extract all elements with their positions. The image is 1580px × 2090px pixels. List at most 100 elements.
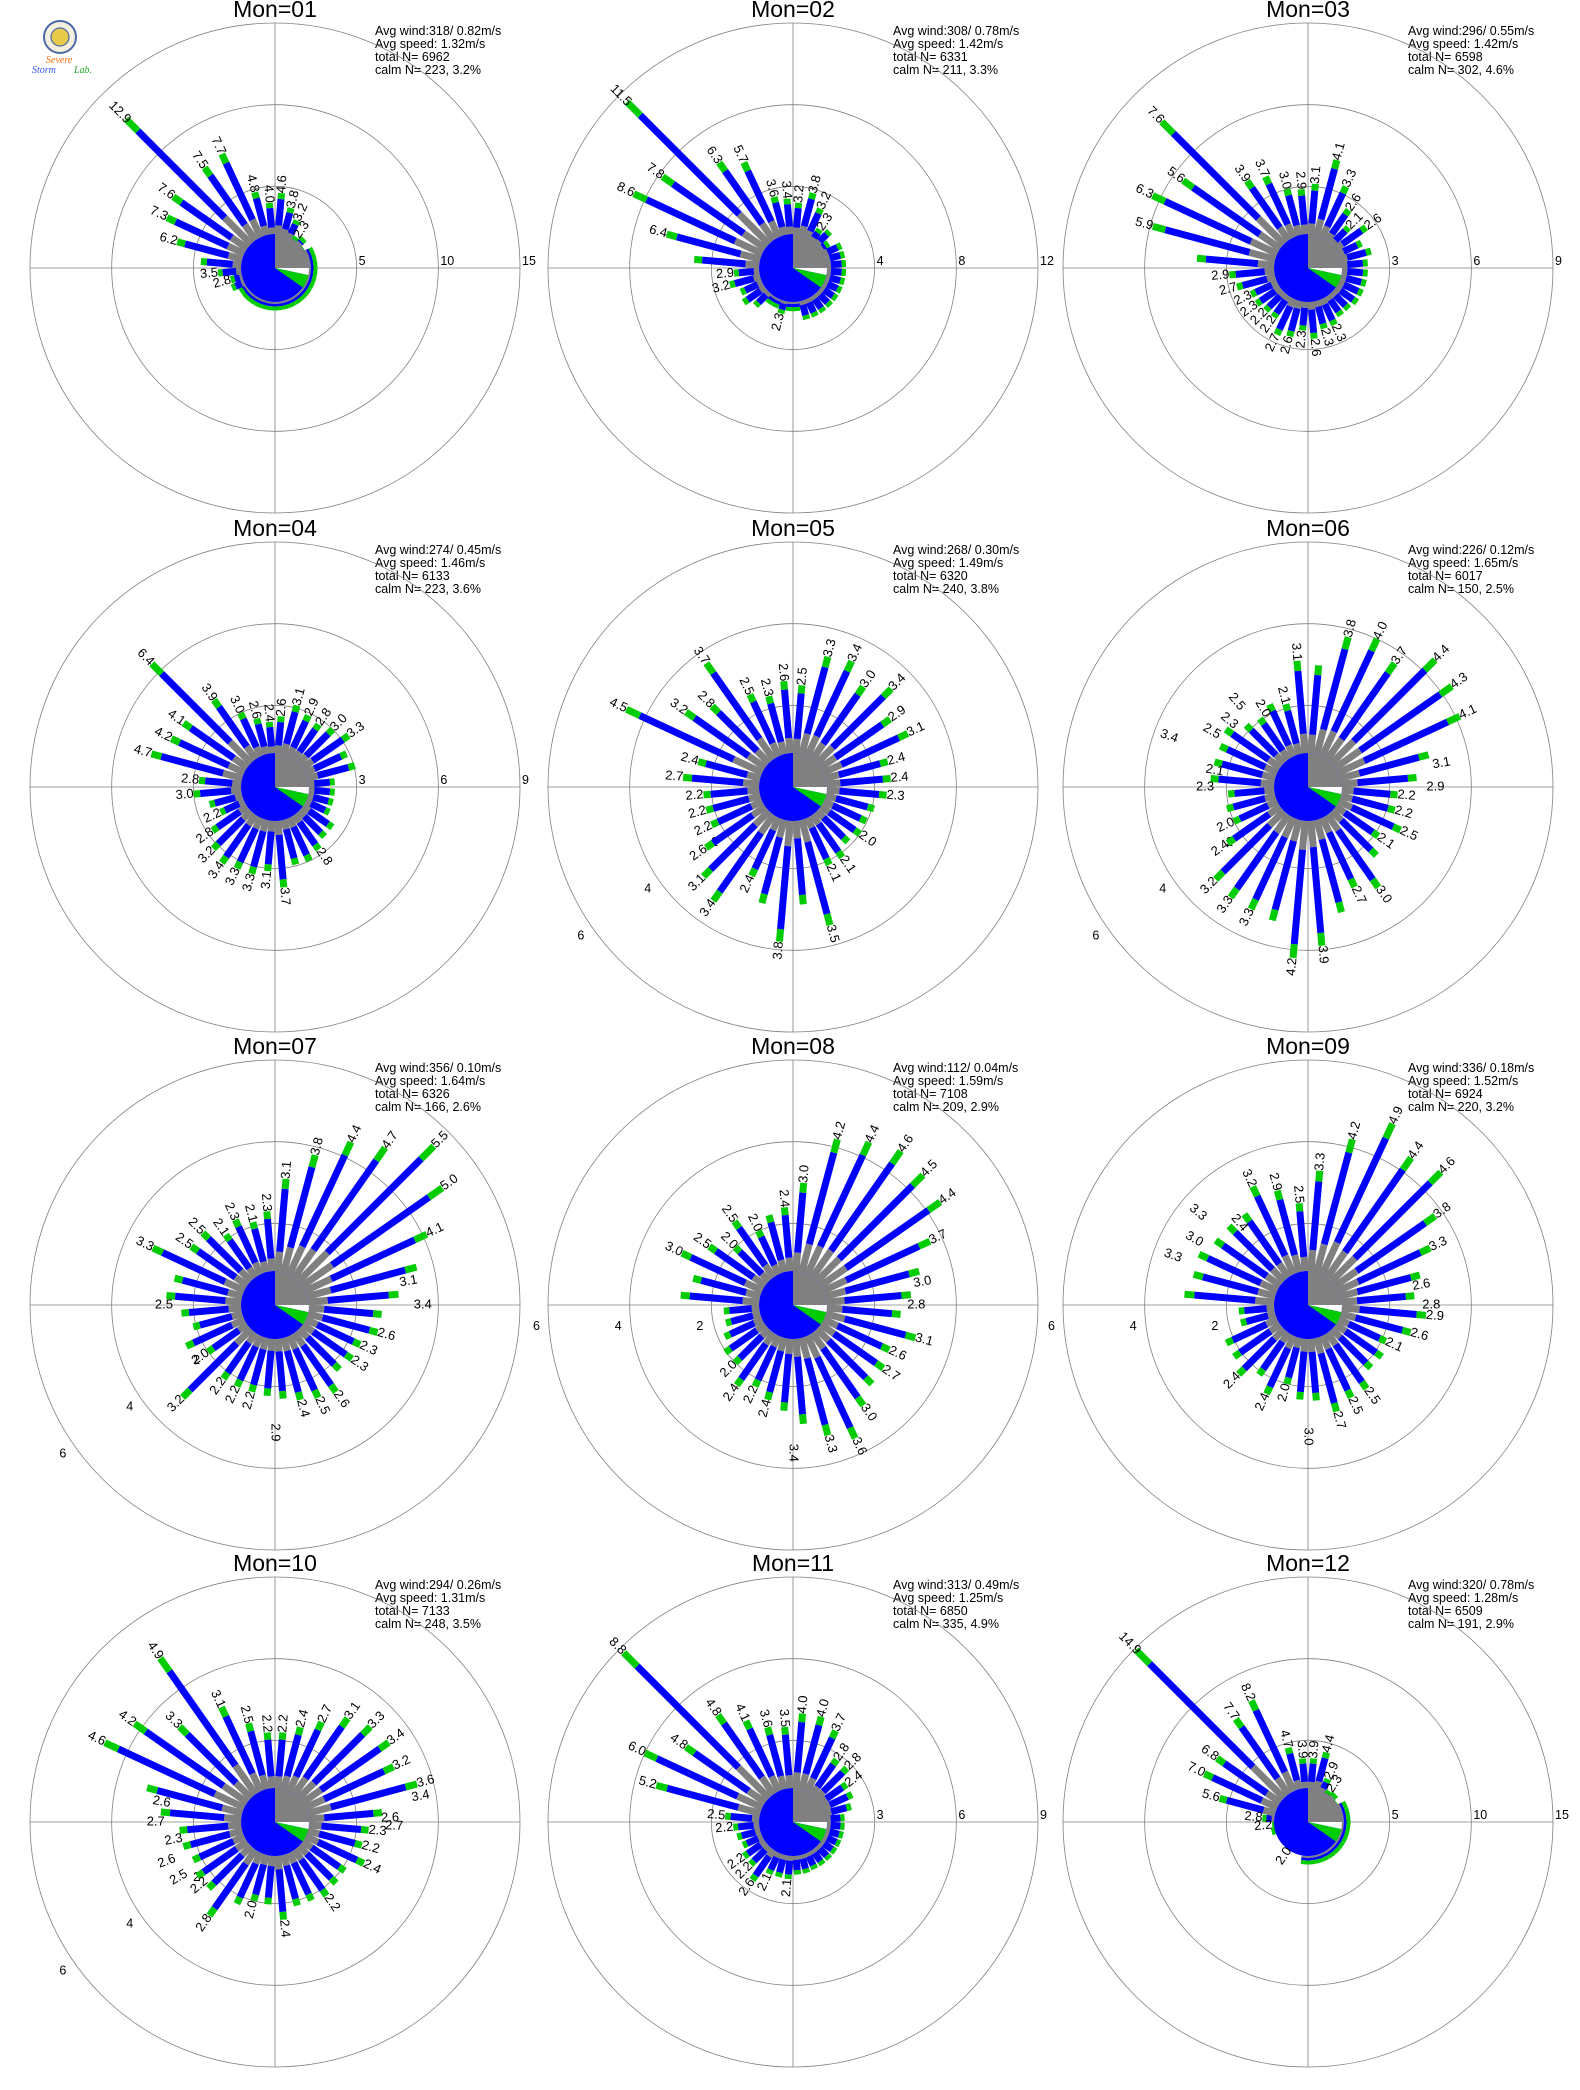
bar-segment-high <box>880 716 893 728</box>
bar-segment-mid <box>222 267 237 277</box>
wind-bar <box>1337 239 1363 257</box>
bar-segment-mid <box>1246 1219 1283 1266</box>
calm-sector-green <box>793 1822 827 1842</box>
bar-segment-mid <box>745 1835 760 1847</box>
bar-value-label: 2.9 <box>1293 171 1310 190</box>
bar-segment-low <box>1313 1243 1328 1274</box>
bar-value-label: 2.4 <box>679 749 700 768</box>
bar-segment-low <box>286 1244 306 1276</box>
wind-bar <box>220 1330 259 1381</box>
bar-segment-high <box>308 281 315 290</box>
bar-segment-high <box>1224 1336 1235 1347</box>
bar-segment-low <box>792 1772 801 1789</box>
bar-value-label: 2.5 <box>1345 1394 1366 1417</box>
bar-segment-high <box>171 193 184 206</box>
bar-segment-low <box>754 1827 762 1836</box>
wind-bar <box>660 173 768 252</box>
bar-segment-mid <box>804 841 831 915</box>
wind-bar <box>1337 713 1462 776</box>
bar-segment-low <box>824 1310 846 1323</box>
bar-segment-high <box>758 892 768 905</box>
bar-segment-mid <box>820 1769 846 1795</box>
bar-segment-mid <box>188 725 236 762</box>
bar-segment-mid <box>206 1236 244 1274</box>
calm-sector-gray <box>1308 234 1342 268</box>
bar-value-label: 3.6 <box>415 1771 436 1790</box>
calm-sector-gray <box>793 234 827 268</box>
bar-segment-high <box>327 797 334 806</box>
bar-value-label: 3.0 <box>227 693 248 716</box>
bar-segment-low <box>822 1316 840 1329</box>
bar-segment-mid <box>156 1787 224 1812</box>
bar-segment-low <box>286 746 297 758</box>
wind-bar <box>1339 273 1367 287</box>
bar-segment-high <box>1360 278 1367 287</box>
bar-segment-mid <box>211 1852 245 1886</box>
bar-segment-high <box>286 207 295 214</box>
bar-value-label: 2.4 <box>776 1189 793 1208</box>
wind-bar <box>703 661 777 762</box>
bar-segment-low <box>308 1296 328 1306</box>
bar-segment-high <box>878 791 887 799</box>
bar-segment-mid <box>817 1846 830 1859</box>
calm-sector-green <box>1308 1822 1342 1842</box>
bar-segment-high <box>1293 660 1302 672</box>
wind-bar <box>814 686 894 766</box>
bar-segment-high <box>200 258 208 266</box>
bar-segment-low <box>809 1330 827 1351</box>
wind-bar <box>274 1732 287 1789</box>
bar-segment-mid <box>1356 1274 1412 1296</box>
bar-segment-low <box>1267 808 1287 828</box>
bar-segment-high <box>1295 1203 1304 1212</box>
bar-segment-low <box>1257 231 1283 252</box>
bar-segment-mid <box>1330 649 1375 734</box>
bar-segment-high <box>340 732 351 743</box>
bar-value-label: 2.2 <box>687 802 708 821</box>
bar-segment-mid <box>730 1312 754 1325</box>
bar-value-label: 3.6 <box>757 1708 776 1729</box>
ring-label: 6 <box>577 929 584 943</box>
panel-title: Mon=10 <box>233 1550 317 1576</box>
bar-value-label: 2.7 <box>1330 1409 1349 1430</box>
bar-segment-high <box>741 1840 749 1849</box>
bar-segment-low <box>227 739 254 766</box>
bar-value-label: 2.1 <box>242 1203 261 1224</box>
panel-title: Mon=09 <box>1266 1033 1350 1059</box>
wind-bar <box>1333 1321 1384 1360</box>
bar-segment-low <box>231 755 250 771</box>
bar-segment-mid <box>736 1226 769 1268</box>
bar-segment-mid <box>808 826 830 860</box>
wind-bar <box>286 219 301 239</box>
bar-segment-mid <box>1254 281 1274 296</box>
wind-bar <box>192 1310 244 1331</box>
bar-segment-high <box>250 1893 259 1902</box>
bar-segment-high <box>263 1211 271 1220</box>
bar-segment-mid <box>1309 846 1325 934</box>
bar-segment-mid <box>737 1821 755 1831</box>
wind-bar <box>300 1321 354 1362</box>
wind-bar <box>242 289 254 301</box>
bar-segment-high <box>325 821 335 831</box>
bar-segment-mid <box>303 731 331 759</box>
bar-segment-low <box>300 1262 335 1289</box>
bar-segment-mid <box>1332 1342 1365 1384</box>
wind-bar <box>804 207 824 239</box>
wind-bar <box>1313 1853 1323 1864</box>
bar-segment-high <box>680 1291 691 1300</box>
bar-value-label: 2.1 <box>823 861 844 884</box>
info-line: Avg speed: 1.52m/s <box>1408 1074 1518 1088</box>
info-line: Avg speed: 1.65m/s <box>1408 556 1518 570</box>
bar-segment-low <box>752 273 762 282</box>
bar-value-label: 5.2 <box>637 1772 658 1791</box>
bar-value-label: 2.6 <box>1411 1275 1431 1293</box>
bar-segment-low <box>751 1814 760 1823</box>
ring-label: 3 <box>359 773 366 787</box>
wind-bar <box>1224 1316 1279 1347</box>
bar-segment-high <box>823 240 831 249</box>
bar-segment-high <box>839 277 846 286</box>
bar-segment-low <box>1307 734 1317 754</box>
bar-segment-high <box>1151 192 1167 205</box>
bar-segment-low <box>814 1326 832 1344</box>
wind-bar <box>200 258 242 269</box>
bar-segment-low <box>1333 747 1363 771</box>
